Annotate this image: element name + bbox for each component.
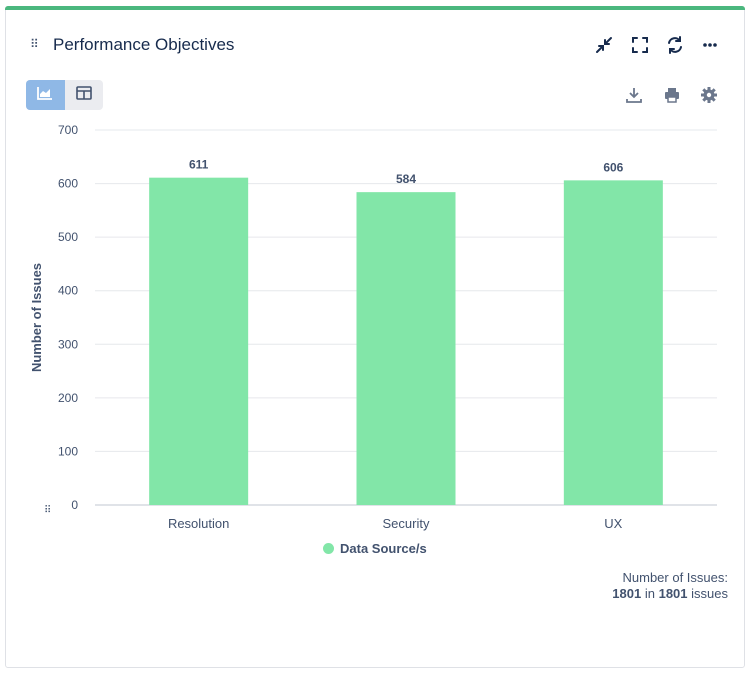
summary-total: 1801 xyxy=(658,586,688,601)
collapse-icon[interactable] xyxy=(593,34,615,56)
drag-handle-icon[interactable]: ⠿ xyxy=(30,37,39,51)
issue-summary: Number of Issues: 1801 in 1801 issues xyxy=(612,570,728,602)
y-tick-label: 700 xyxy=(58,123,78,137)
chart-legend[interactable]: Data Source/s xyxy=(323,541,427,556)
bar xyxy=(356,192,456,505)
x-tick-label: Security xyxy=(383,516,430,531)
fullscreen-icon[interactable] xyxy=(629,34,651,56)
y-tick-label: 200 xyxy=(58,391,78,405)
x-tick-label: Resolution xyxy=(168,516,229,531)
summary-count: 1801 xyxy=(612,586,642,601)
x-tick-label: UX xyxy=(604,516,622,531)
more-icon[interactable] xyxy=(699,34,721,56)
bar xyxy=(563,180,663,505)
page-title: Performance Objectives xyxy=(53,35,235,54)
y-tick-label: 500 xyxy=(58,230,78,244)
y-axis-label: Number of Issues xyxy=(29,263,44,372)
download-icon[interactable] xyxy=(623,84,645,106)
summary-suffix: issues xyxy=(691,586,728,601)
y-tick-label: 300 xyxy=(58,337,78,351)
table-view-icon xyxy=(75,85,92,105)
y-tick-label: 0 xyxy=(71,498,78,512)
view-toggle xyxy=(26,80,103,110)
bar-value-label: 606 xyxy=(603,160,623,174)
refresh-icon[interactable] xyxy=(664,34,686,56)
chart-view-icon xyxy=(36,85,54,106)
legend-marker xyxy=(323,543,334,554)
settings-icon[interactable] xyxy=(698,84,720,106)
summary-in: in xyxy=(644,586,655,601)
y-tick-label: 400 xyxy=(58,284,78,298)
chart-view-button[interactable] xyxy=(26,80,65,110)
bar xyxy=(149,177,249,505)
y-tick-label: 600 xyxy=(58,177,78,191)
bar-value-label: 611 xyxy=(189,158,209,172)
bar-value-label: 584 xyxy=(396,172,416,186)
print-icon[interactable] xyxy=(661,84,683,106)
legend-label: Data Source/s xyxy=(340,541,427,556)
resize-grip-icon[interactable]: ⠿ xyxy=(44,505,52,516)
summary-label: Number of Issues: xyxy=(622,570,729,585)
y-tick-label: 100 xyxy=(58,444,78,458)
table-view-button[interactable] xyxy=(65,80,104,110)
summary-values: 1801 in 1801 issues xyxy=(612,586,728,602)
card-accent-bar xyxy=(5,6,745,10)
